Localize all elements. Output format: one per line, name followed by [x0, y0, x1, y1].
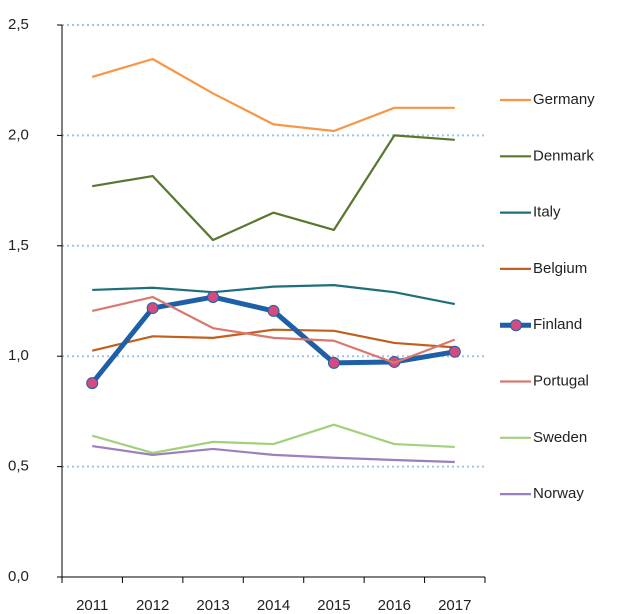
data-point	[327, 356, 340, 369]
data-point	[448, 345, 461, 358]
x-tick-label: 2012	[136, 597, 169, 614]
series-line	[91, 423, 455, 455]
y-tick-label: 2,0	[8, 126, 29, 143]
legend-label: Germany	[533, 91, 595, 108]
x-tick-label: 2015	[317, 597, 350, 614]
series-line	[91, 57, 455, 133]
series-line	[92, 134, 455, 242]
legend-label: Finland	[533, 316, 582, 333]
y-tick-label: 1,0	[8, 347, 29, 364]
x-tick-label: 2014	[257, 597, 290, 614]
data-point	[207, 291, 220, 304]
x-tick-label: 2011	[76, 597, 108, 614]
series-line	[91, 328, 455, 352]
series-line	[92, 444, 455, 464]
legend-label: Norway	[533, 485, 584, 502]
y-tick-label: 0,0	[8, 568, 29, 585]
legend-label: Italy	[533, 204, 561, 221]
legend-label: Denmark	[533, 147, 594, 164]
x-tick-label: 2016	[378, 597, 411, 614]
legend-label: Belgium	[533, 260, 587, 277]
data-point	[267, 304, 280, 317]
y-tick-label: 0,5	[8, 458, 29, 475]
x-tick-label: 2013	[196, 597, 229, 614]
legend-label: Portugal	[533, 372, 589, 389]
data-point	[86, 377, 99, 390]
series-line	[92, 284, 455, 306]
legend-label: Sweden	[533, 429, 587, 446]
series-line	[91, 295, 456, 364]
data-point	[146, 302, 159, 315]
x-tick-label: 2017	[438, 597, 471, 614]
y-tick-label: 1,5	[8, 237, 29, 254]
y-tick-label: 2,5	[8, 16, 29, 33]
legend-marker	[510, 319, 522, 332]
